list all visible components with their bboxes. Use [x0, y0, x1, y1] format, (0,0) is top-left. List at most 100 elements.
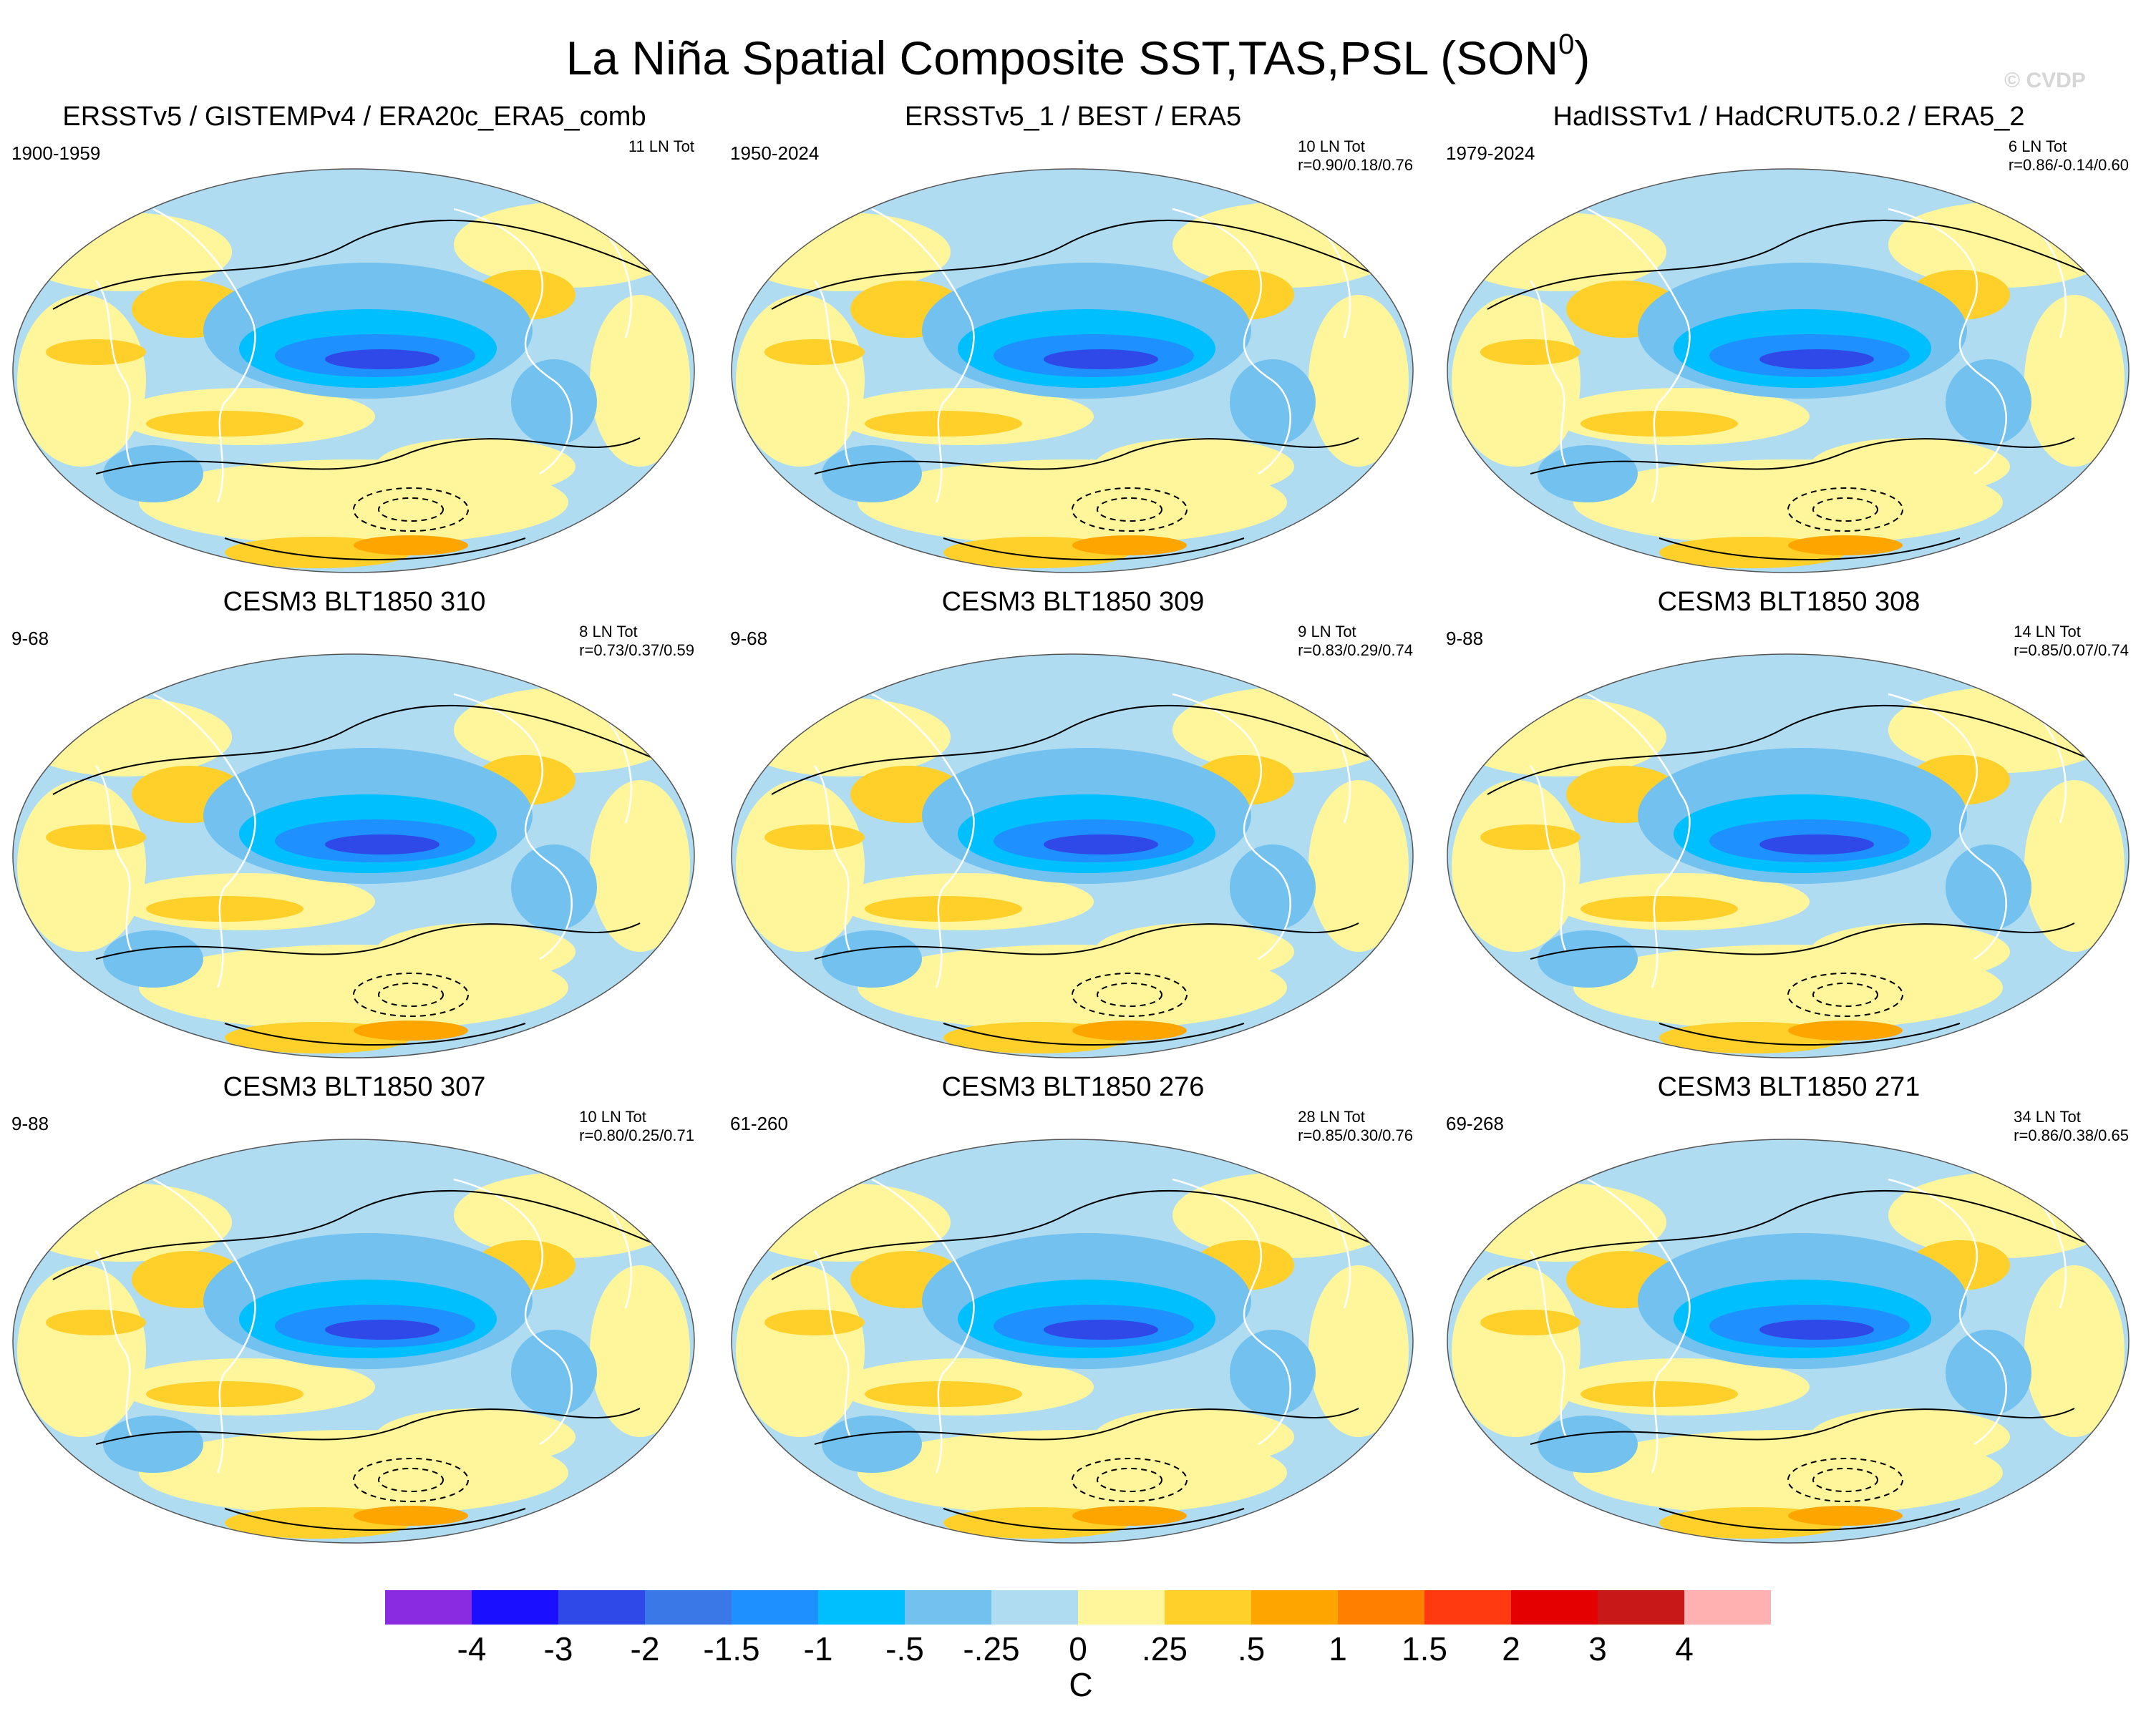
anomaly-region — [865, 896, 1022, 922]
coastline — [1529, 765, 1568, 953]
anomaly-region — [325, 834, 440, 854]
anomaly-region — [1538, 445, 1638, 502]
anomaly-region — [1810, 923, 2010, 980]
psl-contour — [771, 704, 1374, 795]
anomaly-region — [375, 438, 576, 495]
panel-period: 9-88 — [11, 1113, 49, 1134]
colorbar-tick-label: 4 — [1675, 1630, 1694, 1667]
panel-event-count: 14 LN Tot — [2014, 623, 2081, 641]
global-map — [12, 1139, 695, 1544]
anomaly-region — [590, 295, 690, 467]
anomaly-region — [1044, 1320, 1158, 1340]
anomaly-region — [146, 896, 304, 922]
map-panel: HadISSTv1 / HadCRUT5.0.2 / ERA5_2 1979-20… — [1434, 100, 2143, 580]
map-border — [12, 653, 695, 1058]
panel-period: 69-268 — [1446, 1113, 1504, 1134]
panel-period: 1950-2024 — [730, 142, 820, 164]
colorbar-tick-label: 2 — [1502, 1630, 1520, 1667]
anomaly-region — [354, 1506, 468, 1526]
psl-contour — [943, 1023, 1245, 1046]
coastline — [871, 208, 975, 503]
colorbar-swatch — [1165, 1590, 1252, 1625]
anomaly-region — [1946, 844, 2031, 930]
anomaly-region — [511, 1330, 597, 1416]
psl-contour — [1530, 1408, 2075, 1445]
panel-title: HadISSTv1 / HadCRUT5.0.2 / ERA5_2 — [1553, 102, 2025, 132]
anomaly-region — [1788, 535, 1903, 555]
coastline — [813, 280, 852, 467]
anomaly-region — [865, 1381, 1022, 1407]
panel-event-count: 28 LN Tot — [1298, 1108, 1365, 1126]
panel-title: ERSSTv5_1 / BEST / ERA5 — [904, 102, 1242, 132]
anomaly-region — [2024, 780, 2125, 952]
psl-contour-negative — [1787, 1458, 1903, 1502]
psl-contour-negative — [1787, 487, 1903, 532]
anomaly-region — [736, 780, 865, 952]
map-border — [1447, 1139, 2130, 1544]
anomaly-region — [865, 411, 1022, 437]
panel-correlation: r=0.85/0.30/0.76 — [1298, 1126, 1413, 1144]
anomaly-region — [1788, 1506, 1903, 1526]
map-panel: CESM3 BLT1850 309 9-68 9 LN Tot r=0.83/0.29… — [719, 585, 1427, 1065]
map-panel: CESM3 BLT1850 271 69-268 34 LN Tot r=0.86/0… — [1434, 1071, 2143, 1550]
panel-stats: 28 LN Tot r=0.85/0.30/0.76 — [1298, 1108, 1413, 1145]
panel-title: ERSSTv5 / GISTEMPv4 / ERA20c_ERA5_comb — [62, 102, 646, 132]
psl-contour — [771, 219, 1374, 310]
panel-correlation: r=0.90/0.18/0.76 — [1298, 156, 1413, 174]
panel-correlation: r=0.85/0.07/0.74 — [2014, 641, 2129, 659]
anomaly-region — [822, 445, 922, 502]
psl-contour — [1487, 1189, 2089, 1280]
anomaly-region — [822, 930, 922, 988]
psl-contour — [771, 1189, 1374, 1280]
coastline — [1587, 208, 1691, 503]
panel-correlation: r=0.86/0.38/0.65 — [2014, 1126, 2129, 1144]
panel-stats: 10 LN Tot r=0.90/0.18/0.76 — [1298, 137, 1413, 175]
coastline — [94, 1250, 133, 1438]
colorbar-unit: C — [1069, 1666, 1093, 1703]
coastline — [871, 693, 975, 988]
coastline — [1172, 1178, 1291, 1446]
global-map — [1447, 168, 2130, 573]
anomaly-region — [1072, 1021, 1187, 1041]
anomaly-region — [1759, 834, 1874, 854]
psl-contour — [224, 1023, 526, 1046]
anomaly-region — [736, 295, 865, 467]
psl-contour — [95, 1408, 641, 1445]
psl-contour — [224, 537, 526, 560]
coastline — [1587, 693, 1691, 988]
panel-period: 9-88 — [1446, 628, 1484, 649]
psl-contour — [1487, 219, 2089, 310]
anomaly-region — [1094, 923, 1294, 980]
map-panel: CESM3 BLT1850 276 61-260 28 LN Tot r=0.85/0… — [719, 1071, 1427, 1550]
map-panel: CESM3 BLT1850 307 9-88 10 LN Tot r=0.80/0.2… — [0, 1071, 709, 1550]
anomaly-region — [1580, 411, 1738, 437]
anomaly-region — [1072, 535, 1187, 555]
coastline — [1172, 208, 1291, 475]
colorbar-swatch — [1511, 1590, 1598, 1625]
global-map — [731, 1139, 1414, 1544]
psl-contour-negative — [378, 983, 444, 1007]
panel-event-count: 11 LN Tot — [628, 137, 694, 155]
anomaly-region — [46, 824, 146, 850]
global-map — [731, 653, 1414, 1058]
anomaly-region — [764, 824, 865, 850]
panel-period: 1979-2024 — [1446, 142, 1535, 164]
psl-contour — [1659, 537, 1961, 560]
colorbar-tick-label: -1 — [803, 1630, 833, 1667]
psl-contour-negative — [353, 1458, 469, 1502]
psl-contour-negative — [1812, 983, 1878, 1007]
psl-contour-negative — [378, 497, 444, 522]
anomaly-region — [1480, 1310, 1580, 1335]
psl-contour — [95, 437, 641, 474]
map-border — [731, 168, 1414, 573]
panel-period: 9-68 — [730, 628, 768, 649]
figure-title-superscript: 0 — [1558, 29, 1575, 60]
panel-title: CESM3 BLT1850 308 — [1657, 587, 1921, 617]
cvdp-watermark: © CVDP — [2004, 69, 2086, 92]
panel-period: 1900-1959 — [11, 142, 101, 164]
colorbar-swatch — [1338, 1590, 1425, 1625]
anomaly-region — [1888, 1172, 2117, 1258]
anomaly-region — [375, 1408, 576, 1466]
colorbar-tick-label: 3 — [1588, 1630, 1607, 1667]
coastline — [94, 280, 133, 467]
